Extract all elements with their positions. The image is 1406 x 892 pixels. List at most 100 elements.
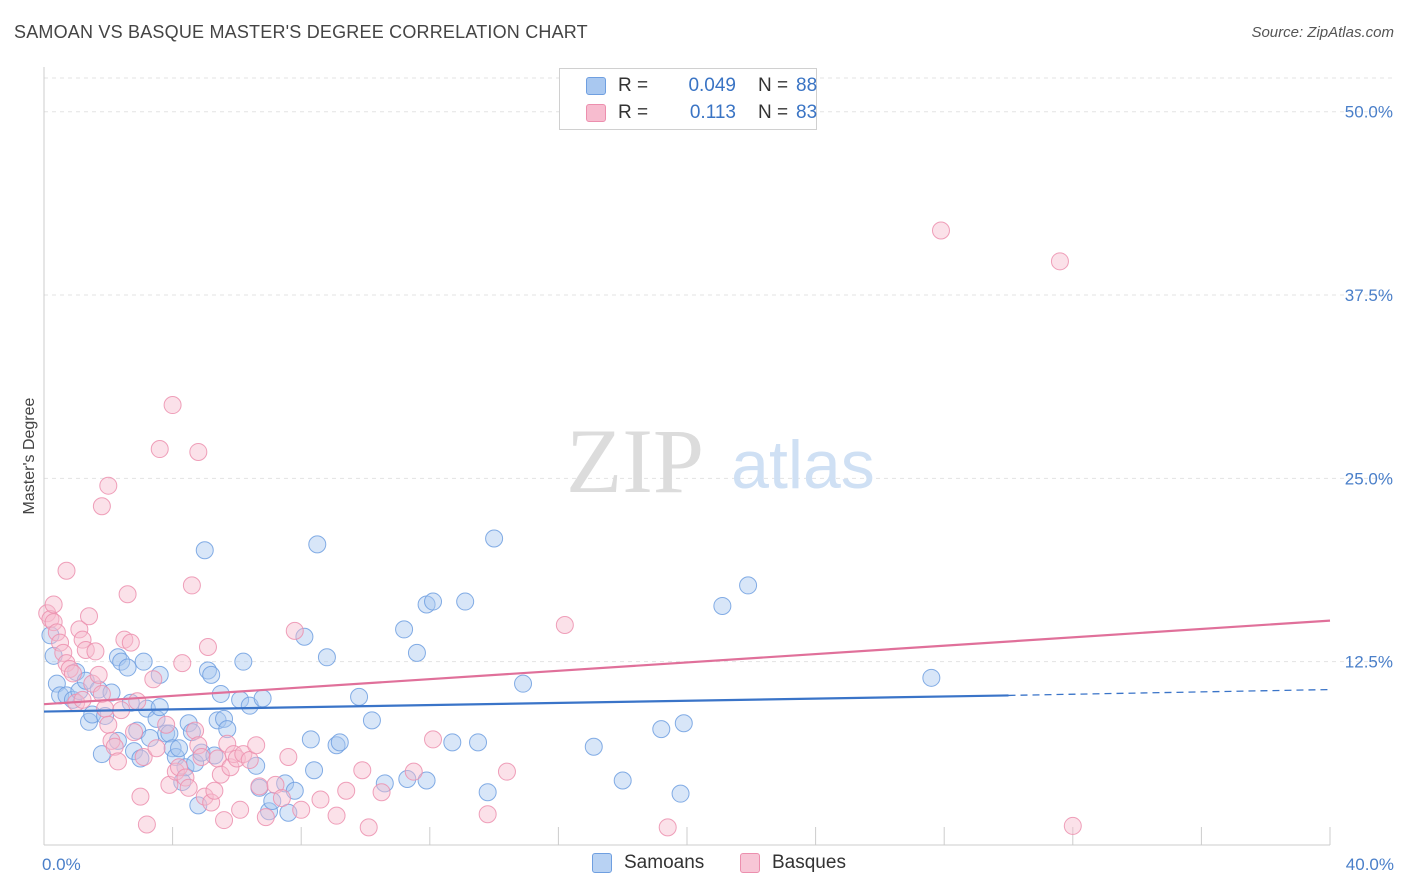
data-point-samoans	[456, 592, 475, 611]
data-point-samoans	[407, 643, 426, 662]
data-point-basques	[70, 620, 89, 639]
y-tick-label: 37.5%	[1345, 286, 1393, 305]
data-point-samoans	[350, 687, 369, 706]
data-point-basques	[163, 396, 182, 415]
data-point-basques	[118, 585, 137, 604]
data-point-samoans	[713, 596, 732, 615]
data-point-basques	[189, 736, 208, 755]
data-point-basques	[173, 654, 192, 673]
data-point-basques	[160, 775, 179, 794]
data-point-samoans	[63, 690, 82, 709]
data-point-basques	[202, 793, 221, 812]
data-point-basques	[337, 781, 356, 800]
data-point-samoans	[260, 802, 279, 821]
data-point-samoans	[922, 668, 941, 687]
y-tick-label: 50.0%	[1345, 103, 1393, 122]
x-tick-label: 40.0%	[1346, 855, 1394, 874]
bottom-legend-swatch-samoans	[592, 853, 612, 873]
data-point-samoans	[134, 652, 153, 671]
data-point-basques	[137, 815, 156, 834]
data-point-basques	[198, 638, 217, 657]
data-point-basques	[179, 778, 198, 797]
data-point-basques	[266, 775, 285, 794]
data-point-basques	[73, 630, 92, 649]
data-point-samoans	[253, 689, 272, 708]
data-point-samoans	[202, 665, 221, 684]
data-point-basques	[285, 621, 304, 640]
data-point-basques	[1063, 816, 1082, 835]
chart-source: Source: ZipAtlas.com	[1251, 24, 1394, 41]
data-point-basques	[353, 761, 372, 780]
data-point-basques	[44, 595, 63, 614]
data-point-samoans	[308, 535, 327, 554]
data-point-basques	[92, 497, 111, 516]
data-point-samoans	[395, 620, 414, 639]
data-point-basques	[157, 715, 176, 734]
data-point-samoans	[215, 709, 234, 728]
data-point-basques	[80, 607, 99, 626]
data-point-basques	[372, 783, 391, 802]
data-point-samoans	[234, 652, 253, 671]
legend-r-label: R =	[618, 102, 649, 123]
data-point-samoans	[295, 627, 314, 646]
data-point-basques	[131, 787, 150, 806]
data-point-basques	[250, 777, 269, 796]
data-point-basques	[272, 789, 291, 808]
data-point-basques	[47, 623, 66, 642]
watermark: ZIP atlas	[566, 410, 875, 512]
data-point-basques	[658, 818, 677, 837]
legend-r-value: 0.049	[688, 75, 736, 96]
data-point-basques	[182, 576, 201, 595]
trend-lines	[43, 619, 1331, 713]
data-point-basques	[99, 715, 118, 734]
data-point-basques	[57, 561, 76, 580]
data-point-samoans	[469, 733, 488, 752]
data-point-samoans	[182, 723, 201, 742]
legend-n-value: 83	[796, 102, 818, 123]
data-point-basques	[170, 758, 189, 777]
legend-swatch-basques	[586, 104, 606, 122]
bottom-legend-label-samoans: Samoans	[624, 852, 705, 873]
data-point-basques	[211, 765, 230, 784]
legend-r-label: R =	[618, 75, 649, 96]
trend-line-basques	[43, 619, 1331, 706]
data-point-basques	[359, 818, 378, 837]
legend-r-value: 0.113	[689, 102, 736, 123]
data-point-basques	[128, 692, 147, 711]
data-point-basques	[247, 736, 266, 755]
data-point-samoans	[485, 529, 504, 548]
bottom-legend-label-basques: Basques	[772, 852, 846, 873]
data-point-samoans	[305, 761, 324, 780]
data-point-basques	[279, 748, 298, 767]
data-point-basques	[256, 808, 275, 827]
data-point-basques	[54, 643, 73, 662]
data-point-basques	[1050, 252, 1069, 271]
legend-n-value: 88	[796, 75, 818, 96]
legend-swatch-samoans	[586, 77, 606, 95]
data-point-basques	[478, 805, 497, 824]
data-point-basques	[231, 800, 250, 819]
data-point-basques	[125, 723, 144, 742]
data-point-basques	[108, 752, 127, 771]
chart-title: SAMOAN VS BASQUE MASTER'S DEGREE CORRELA…	[14, 22, 588, 42]
data-point-basques	[73, 690, 92, 709]
data-point-basques	[57, 654, 76, 673]
data-point-samoans	[301, 730, 320, 749]
data-point-samoans	[108, 731, 127, 750]
data-point-samoans	[150, 698, 169, 717]
data-point-basques	[215, 811, 234, 830]
y-tick-label: 25.0%	[1345, 469, 1393, 488]
data-point-basques	[102, 731, 121, 750]
tick-labels: 12.5% 25.0% 37.5% 50.0% 0.0% 40.0%	[42, 103, 1394, 874]
axes	[43, 67, 1331, 846]
data-point-basques	[96, 699, 115, 718]
data-point-basques	[121, 633, 140, 652]
data-point-basques	[150, 440, 169, 459]
data-point-samoans	[330, 733, 349, 752]
data-point-samoans	[613, 771, 632, 790]
data-point-basques	[86, 642, 105, 661]
y-axis-label: Master's Degree	[21, 397, 38, 514]
watermark-atlas: atlas	[731, 427, 875, 503]
data-point-basques	[105, 737, 124, 756]
